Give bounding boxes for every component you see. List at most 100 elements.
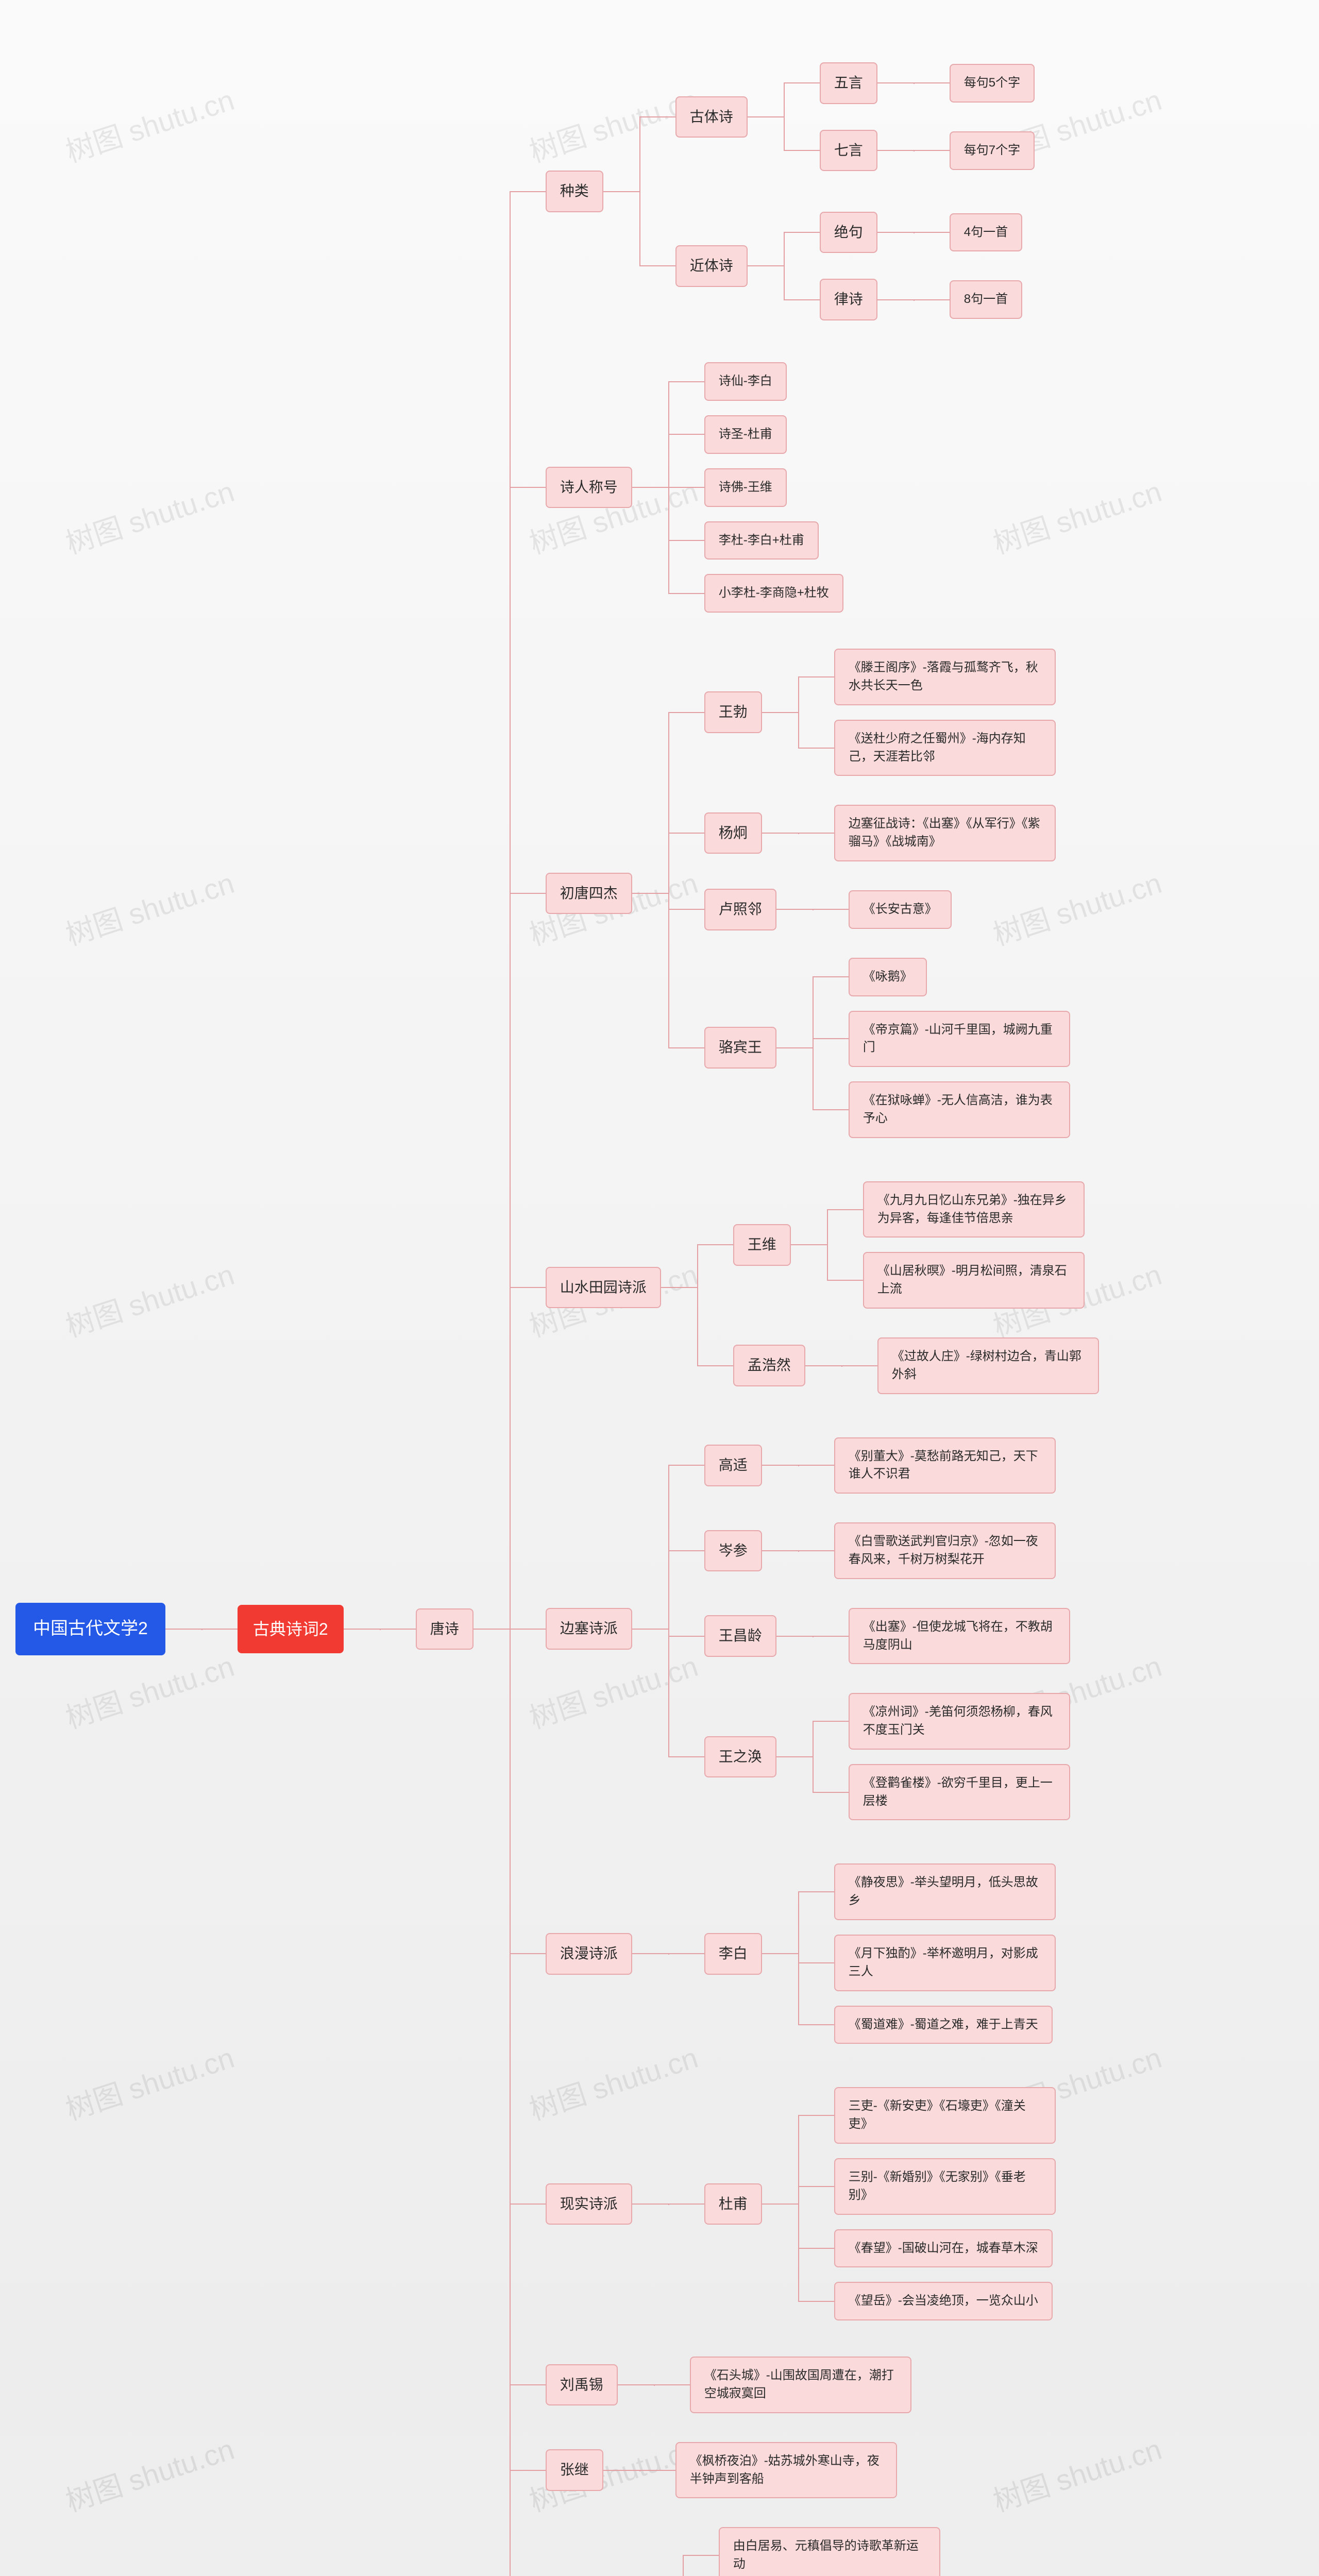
node-group: 王维 《九月九日忆山东兄弟》-独在异乡为异客，每逢佳节倍思亲《山居秋暝》-明月松间… — [733, 1174, 1085, 1316]
leaf-node[interactable]: 《登鹳雀楼》-欲穷千里目，更上一层楼 — [849, 1764, 1070, 1821]
connector — [748, 265, 784, 266]
branch-node[interactable]: 卢照邻 — [704, 889, 776, 930]
branch-node[interactable]: 山水田园诗派 — [546, 1267, 661, 1309]
branch-node[interactable]: 杨炯 — [704, 812, 762, 854]
vertical-connector — [784, 83, 785, 150]
node-label: 岑参 — [719, 1543, 748, 1558]
child-row: 《送杜少府之任蜀州》-海内存知己，天涯若比邻 — [798, 720, 1056, 776]
branch-node[interactable]: 王昌龄 — [704, 1615, 776, 1657]
child-row: 王勃 《滕王阁序》-落霞与孤鹜齐飞，秋水共长天一色《送杜少府之任蜀州》-海内存知己… — [668, 641, 1070, 783]
leaf-node[interactable]: 《蜀道难》-蜀道之难，难于上青天 — [834, 2006, 1053, 2044]
node-label: 每句7个字 — [964, 143, 1020, 157]
leaf-node[interactable]: 《山居秋暝》-明月松间照，清泉石上流 — [863, 1252, 1085, 1309]
branch-node[interactable]: 现实诗派 — [546, 2183, 632, 2225]
leaf-node[interactable]: 每句5个字 — [950, 64, 1035, 103]
branch-node[interactable]: 高适 — [704, 1445, 762, 1486]
branch-node[interactable]: 近体诗 — [675, 245, 748, 287]
branch-node[interactable]: 律诗 — [820, 279, 877, 320]
branch-node[interactable]: 七言 — [820, 130, 877, 172]
branch-node[interactable]: 骆宾王 — [704, 1027, 776, 1069]
child-row: 8句一首 — [914, 280, 1022, 319]
branch-node[interactable]: 边塞诗派 — [546, 1608, 632, 1650]
node-group: 8句一首 — [950, 280, 1022, 319]
leaf-node[interactable]: 小李杜-李商隐+杜牧 — [704, 574, 843, 613]
branch-node[interactable]: 诗人称号 — [546, 467, 632, 509]
leaf-node[interactable]: 李杜-李白+杜甫 — [704, 521, 819, 560]
node-label: 王勃 — [719, 704, 748, 720]
leaf-node[interactable]: 《九月九日忆山东兄弟》-独在异乡为异客，每逢佳节倍思亲 — [863, 1181, 1085, 1238]
node-label: 七言 — [834, 142, 863, 158]
leaf-node[interactable]: 《送杜少府之任蜀州》-海内存知己，天涯若比邻 — [834, 720, 1056, 776]
child-row: 《凉州词》-羌笛何须怨杨柳，春风不度玉门关 — [813, 1693, 1070, 1750]
branch-node[interactable]: 唐诗 — [416, 1608, 474, 1650]
node-label: 李白 — [719, 1945, 748, 1961]
branch-node[interactable]: 王之涣 — [704, 1736, 776, 1778]
connector — [762, 833, 798, 834]
branch-node[interactable]: 张继 — [546, 2449, 603, 2491]
leaf-node[interactable]: 《凉州词》-羌笛何须怨杨柳，春风不度玉门关 — [849, 1693, 1070, 1750]
leaf-node[interactable]: 三别-《新婚别》《无家别》《垂老别》 — [834, 2158, 1056, 2215]
leaf-node[interactable]: 《出塞》-但使龙城飞将在，不教胡马度阴山 — [849, 1608, 1070, 1665]
children-group: 《咏鹅》《帝京篇》-山河千里国，城阙九重门《在狱咏蝉》-无人信高洁，谁为表予心 — [813, 951, 1070, 1145]
leaf-node[interactable]: 诗佛-王维 — [704, 468, 787, 507]
leaf-node[interactable]: 诗仙-李白 — [704, 362, 787, 401]
branch-node[interactable]: 杜甫 — [704, 2183, 762, 2225]
leaf-node[interactable]: 《别董大》-莫愁前路无知己，天下谁人不识君 — [834, 1437, 1056, 1494]
connector — [877, 150, 914, 151]
branch-node[interactable]: 李白 — [704, 1933, 762, 1975]
leaf-node[interactable]: 三吏-《新安吏》《石壕吏》《潼关吏》 — [834, 2087, 1056, 2144]
branch-node[interactable]: 初唐四杰 — [546, 873, 632, 914]
leaf-node[interactable]: 诗圣-杜甫 — [704, 415, 787, 454]
branch-node[interactable]: 刘禹锡 — [546, 2364, 618, 2406]
branch-node[interactable]: 岑参 — [704, 1530, 762, 1572]
child-row: 七言 每句7个字 — [784, 124, 1035, 177]
branch-node[interactable]: 古体诗 — [675, 96, 748, 138]
leaf-node[interactable]: 《石头城》-山围故国周遭在，潮打空城寂寞回 — [690, 2357, 911, 2413]
leaf-node[interactable]: 边塞征战诗：《出塞》《从军行》《紫骝马》《战城南》 — [834, 805, 1056, 861]
leaf-node[interactable]: 《白雪歌送武判官归京》-忽如一夜春风来，千树万树梨花开 — [834, 1522, 1056, 1579]
node-label: 孟浩然 — [748, 1357, 791, 1373]
leaf-node[interactable]: 由白居易、元稹倡导的诗歌革新运动 — [719, 2527, 940, 2576]
leaf-node[interactable]: 每句7个字 — [950, 131, 1035, 170]
branch-node[interactable]: 浪漫诗派 — [546, 1933, 632, 1975]
vertical-connector — [668, 1954, 669, 1955]
node-group: 浪漫诗派 李白 《静夜思》-举头望明月，低头思故乡《月下独酌》-举杯邀明月，对影成三… — [546, 1849, 1056, 2058]
branch-node[interactable]: 孟浩然 — [733, 1345, 805, 1386]
leaf-node[interactable]: 《咏鹅》 — [849, 958, 927, 996]
child-row: 唐诗 种类 古体诗 五言 每句5个字七言 每句7个字近体诗 绝句 4句一首律诗 8句一首诗人称号… — [380, 35, 1099, 2576]
children-group: 种类 古体诗 五言 每句5个字七言 每句7个字近体诗 绝句 4句一首律诗 8句一首诗人称号 诗仙… — [510, 35, 1099, 2576]
child-row: 《长安古意》 — [813, 890, 952, 929]
child-row: 《滕王阁序》-落霞与孤鹜齐飞，秋水共长天一色 — [798, 649, 1056, 705]
leaf-node[interactable]: 《春望》-国破山河在，城春草木深 — [834, 2229, 1053, 2268]
node-label: 《滕王阁序》-落霞与孤鹜齐飞，秋水共长天一色 — [849, 660, 1038, 692]
child-row: 《山居秋暝》-明月松间照，清泉石上流 — [827, 1252, 1085, 1309]
leaf-node[interactable]: 《望岳》-会当凌绝顶，一览众山小 — [834, 2282, 1053, 2320]
leaf-node[interactable]: 《过故人庄》-绿树村边合，青山郭外斜 — [877, 1337, 1099, 1394]
node-label: 李杜-李白+杜甫 — [719, 533, 804, 547]
child-row: 《别董大》-莫愁前路无知己，天下谁人不识君 — [798, 1437, 1056, 1494]
branch-node[interactable]: 五言 — [820, 62, 877, 104]
branch-node[interactable]: 古典诗词2 — [238, 1605, 344, 1653]
leaf-node[interactable]: 8句一首 — [950, 280, 1022, 319]
node-group: 王之涣 《凉州词》-羌笛何须怨杨柳，春风不度玉门关《登鹳雀楼》-欲穷千里目，更上一… — [704, 1686, 1070, 1827]
node-group: 三别-《新婚别》《无家别》《垂老别》 — [834, 2158, 1056, 2215]
child-row: 种类 古体诗 五言 每句5个字七言 每句7个字近体诗 绝句 4句一首律诗 8句一首 — [510, 42, 1099, 341]
connector — [474, 1629, 510, 1630]
leaf-node[interactable]: 《枫桥夜泊》-姑苏城外寒山寺，夜半钟声到客船 — [675, 2442, 897, 2499]
children-group: 杜甫 三吏-《新安吏》《石壕吏》《潼关吏》三别-《新婚别》《无家别》《垂老别》《春… — [668, 2073, 1056, 2335]
leaf-node[interactable]: 《长安古意》 — [849, 890, 952, 929]
child-row: 诗佛-王维 — [668, 468, 843, 507]
leaf-node[interactable]: 《月下独酌》-举杯邀明月，对影成三人 — [834, 1935, 1056, 1991]
leaf-node[interactable]: 《帝京篇》-山河千里国，城阙九重门 — [849, 1011, 1070, 1067]
leaf-node[interactable]: 《在狱咏蝉》-无人信高洁，谁为表予心 — [849, 1081, 1070, 1138]
branch-node[interactable]: 绝句 — [820, 212, 877, 253]
branch-node[interactable]: 王勃 — [704, 691, 762, 733]
leaf-node[interactable]: 4句一首 — [950, 213, 1022, 252]
leaf-node[interactable]: 《滕王阁序》-落霞与孤鹜齐飞，秋水共长天一色 — [834, 649, 1056, 705]
node-label: 唐诗 — [430, 1621, 459, 1637]
node-label: 诗佛-王维 — [719, 480, 772, 494]
branch-node[interactable]: 种类 — [546, 171, 603, 212]
root-node[interactable]: 中国古代文学2 — [15, 1603, 165, 1655]
leaf-node[interactable]: 《静夜思》-举头望明月，低头思故乡 — [834, 1863, 1056, 1920]
branch-node[interactable]: 王维 — [733, 1224, 791, 1266]
